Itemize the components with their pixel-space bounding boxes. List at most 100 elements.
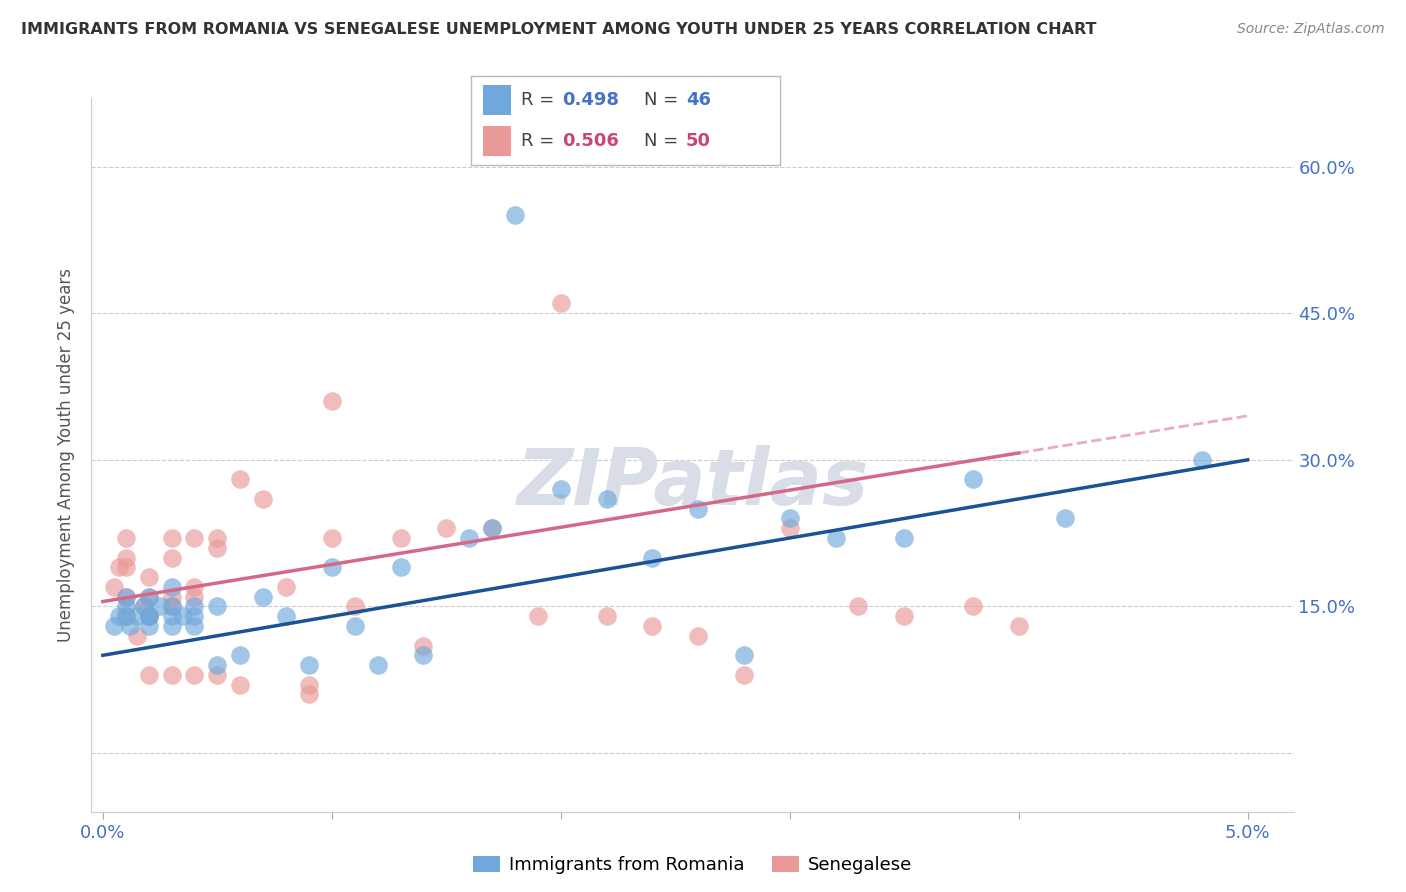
Point [343,619,366,633]
Point [132,599,155,614]
Point [321,531,343,545]
Point [183,531,205,545]
Point [114,531,136,545]
Point [503,209,526,223]
Point [138,609,160,624]
Point [160,590,183,604]
Point [688,629,710,643]
Text: R =: R = [520,91,560,109]
Point [641,619,664,633]
Point [127,609,149,624]
Point [595,609,617,624]
Point [298,678,321,692]
Point [114,590,136,604]
Point [527,609,550,624]
Point [779,521,801,535]
Point [893,609,915,624]
Point [138,590,160,604]
Point [321,560,343,574]
Point [207,599,229,614]
Point [688,501,710,516]
Point [298,687,321,701]
Point [824,531,846,545]
Point [595,491,617,506]
Point [160,531,183,545]
Point [207,658,229,673]
Point [481,521,503,535]
Point [229,678,252,692]
Point [848,599,870,614]
Point [183,619,205,633]
Legend: Immigrants from Romania, Senegalese: Immigrants from Romania, Senegalese [465,848,920,881]
Point [103,619,125,633]
Point [183,580,205,594]
Point [172,609,194,624]
Point [252,590,274,604]
Point [160,619,183,633]
Point [1053,511,1076,525]
Point [550,296,572,310]
Point [114,550,136,565]
Text: 0.498: 0.498 [562,91,619,109]
Point [412,648,434,663]
Point [343,599,366,614]
Point [138,619,160,633]
Point [229,648,252,663]
Point [779,511,801,525]
Text: 0.506: 0.506 [562,132,619,150]
Point [138,590,160,604]
Point [1008,619,1031,633]
Point [274,580,297,594]
Point [367,658,389,673]
Point [550,482,572,496]
Text: 50: 50 [686,132,711,150]
Point [149,599,172,614]
Point [114,590,136,604]
Point [160,609,183,624]
Text: Source: ZipAtlas.com: Source: ZipAtlas.com [1237,22,1385,37]
Point [160,599,183,614]
Point [1191,452,1213,467]
Point [893,531,915,545]
Point [229,472,252,486]
Point [114,560,136,574]
Text: 46: 46 [686,91,711,109]
Point [160,668,183,682]
Bar [484,85,512,115]
Point [114,609,136,624]
Point [389,560,412,574]
Bar [484,126,512,156]
Point [138,609,160,624]
Point [127,629,149,643]
Point [138,570,160,584]
Point [207,531,229,545]
Point [160,599,183,614]
Point [138,668,160,682]
Point [458,531,481,545]
Point [183,590,205,604]
Point [108,609,131,624]
Text: IMMIGRANTS FROM ROMANIA VS SENEGALESE UNEMPLOYMENT AMONG YOUTH UNDER 25 YEARS CO: IMMIGRANTS FROM ROMANIA VS SENEGALESE UN… [21,22,1097,37]
Point [298,658,321,673]
Point [138,609,160,624]
Point [114,599,136,614]
Point [962,599,984,614]
Point [132,599,155,614]
Point [138,609,160,624]
Point [389,531,412,545]
Point [641,550,664,565]
Point [183,599,205,614]
Point [412,639,434,653]
Point [114,609,136,624]
Text: N =: N = [644,91,685,109]
Point [733,648,755,663]
Text: N =: N = [644,132,685,150]
Point [160,550,183,565]
Point [160,580,183,594]
Point [183,609,205,624]
Point [103,580,125,594]
Text: ZIPatlas: ZIPatlas [516,445,869,522]
Point [120,619,142,633]
Text: R =: R = [520,132,560,150]
Point [183,668,205,682]
